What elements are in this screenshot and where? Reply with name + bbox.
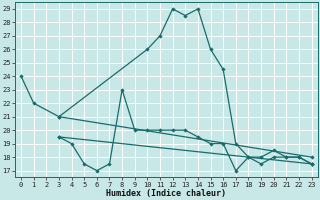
X-axis label: Humidex (Indice chaleur): Humidex (Indice chaleur) xyxy=(106,189,226,198)
